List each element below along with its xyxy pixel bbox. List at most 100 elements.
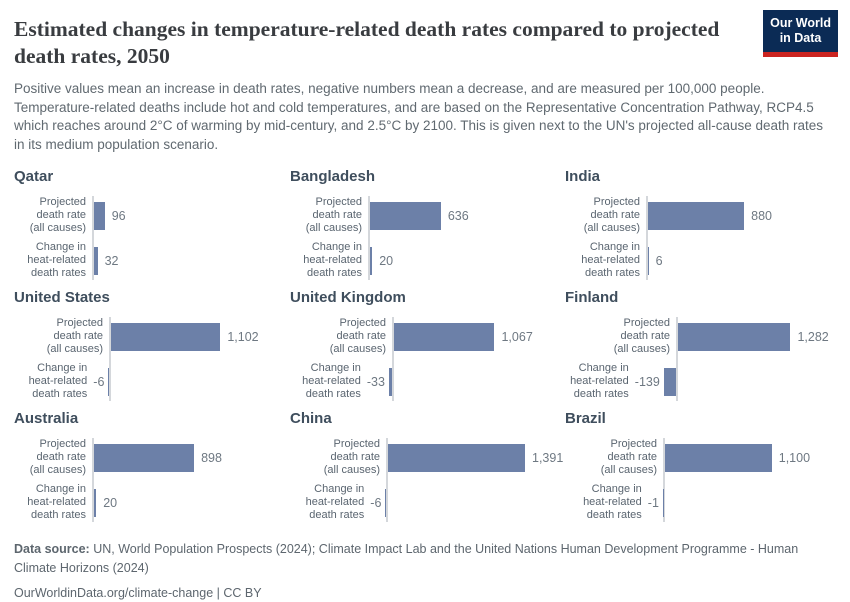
bar-positive <box>678 323 790 351</box>
data-source-text: UN, World Population Prospects (2024); C… <box>14 542 798 575</box>
owid-url-link[interactable]: OurWorldinData.org/climate-change <box>14 586 213 600</box>
bar-area: 880 <box>646 193 840 238</box>
chart-title: Estimated changes in temperature-related… <box>14 16 726 70</box>
data-source-label: Data source: <box>14 542 90 556</box>
bar-value: 1,391 <box>532 451 563 465</box>
bar-area <box>386 480 565 525</box>
bar-value: 32 <box>105 254 119 268</box>
bar-value: 1,100 <box>779 451 810 465</box>
facet-title: Finland <box>565 289 840 306</box>
bar-area: 1,282 <box>676 314 840 359</box>
bar-area: 1,391 <box>386 435 565 480</box>
bar-negative <box>664 368 676 396</box>
footer-separator: | <box>213 586 223 600</box>
chart-footer: Data source: UN, World Population Prospe… <box>14 540 836 602</box>
bar-value: 20 <box>379 254 393 268</box>
bar-value: -33 <box>367 375 385 389</box>
bar-area <box>676 359 840 404</box>
bar-positive <box>648 202 744 230</box>
bar-value: -139 <box>635 375 660 389</box>
bar-value: 20 <box>103 496 117 510</box>
bar-value: 6 <box>656 254 663 268</box>
bar-positive <box>394 323 494 351</box>
data-source-note: Data source: UN, World Population Prospe… <box>14 540 836 578</box>
owid-logo[interactable]: Our World in Data <box>763 10 838 57</box>
facet-title: India <box>565 168 840 185</box>
bar-value: -6 <box>370 496 381 510</box>
bar-positive <box>94 247 98 275</box>
bar-area: 20 <box>368 238 565 283</box>
owid-logo-line2: in Data <box>770 31 831 46</box>
bar-value: 880 <box>751 209 772 223</box>
bar-value: 96 <box>112 209 126 223</box>
bar-area <box>109 359 290 404</box>
bar-area <box>392 359 565 404</box>
bar-value: 1,282 <box>797 330 828 344</box>
facet-title: China <box>290 410 565 427</box>
facet-title: Australia <box>14 410 290 427</box>
license-label: CC BY <box>223 586 261 600</box>
bar-value: 1,102 <box>227 330 258 344</box>
bar-value: -6 <box>93 375 104 389</box>
bar-area: 32 <box>92 238 290 283</box>
bar-value: 898 <box>201 451 222 465</box>
bar-area: 1,100 <box>663 435 840 480</box>
bar-positive <box>94 489 96 517</box>
bar-positive <box>111 323 220 351</box>
bar-area: 1,067 <box>392 314 565 359</box>
bar-area: 96 <box>92 193 290 238</box>
bar-area: 898 <box>92 435 290 480</box>
